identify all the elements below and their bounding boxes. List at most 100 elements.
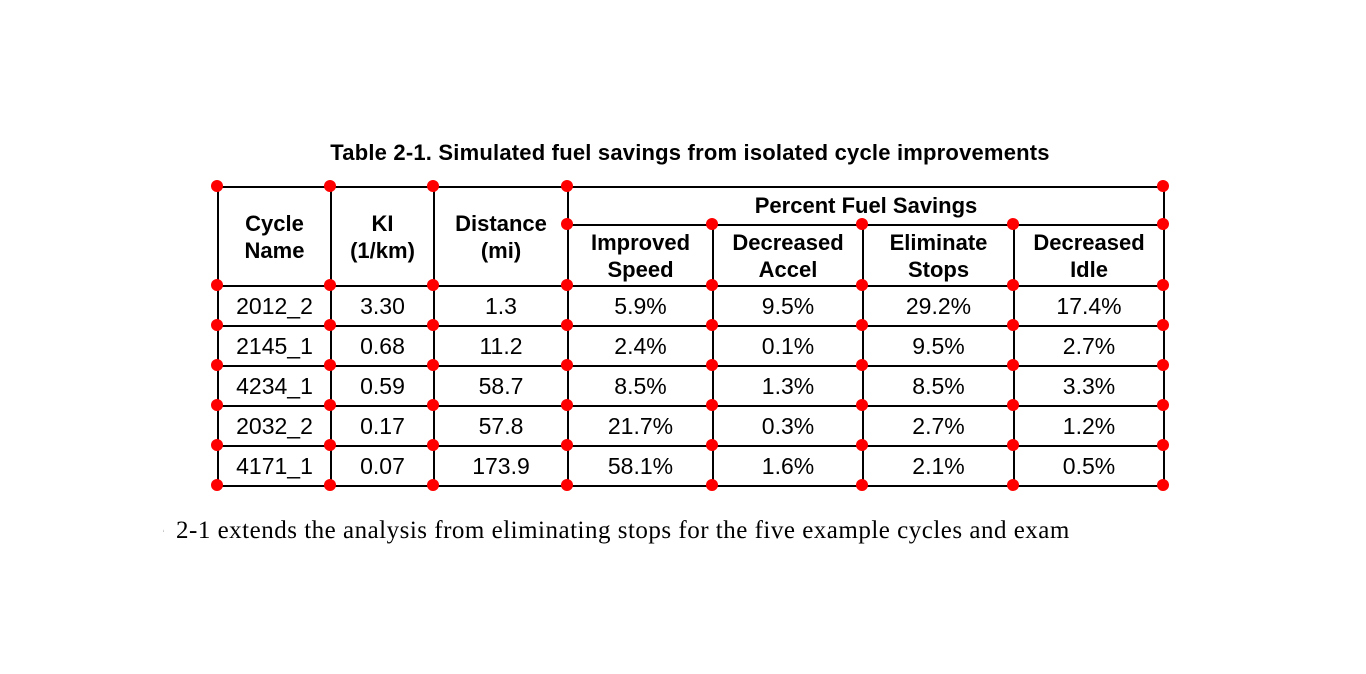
- corner-marker[interactable]: [1007, 439, 1019, 451]
- corner-marker[interactable]: [561, 279, 573, 291]
- body-text-line: e 2-1 extends the analysis from eliminati…: [163, 517, 1070, 545]
- table-row: 4234_1 0.59 58.7 8.5% 1.3% 8.5% 3.3%: [217, 365, 1166, 407]
- corner-marker[interactable]: [561, 399, 573, 411]
- corner-marker[interactable]: [427, 359, 439, 371]
- header-line: (mi): [480, 237, 522, 263]
- corner-marker[interactable]: [1157, 439, 1169, 451]
- corner-marker[interactable]: [1157, 479, 1169, 491]
- corner-marker[interactable]: [324, 279, 336, 291]
- corner-marker[interactable]: [211, 479, 223, 491]
- corner-marker[interactable]: [856, 279, 868, 291]
- corner-marker[interactable]: [856, 439, 868, 451]
- corner-marker[interactable]: [1157, 319, 1169, 331]
- corner-marker[interactable]: [1007, 359, 1019, 371]
- body-text: 2-1 extends the analysis from eliminatin…: [176, 517, 1070, 544]
- corner-marker[interactable]: [706, 319, 718, 331]
- corner-marker[interactable]: [211, 439, 223, 451]
- corner-marker[interactable]: [856, 399, 868, 411]
- corner-marker[interactable]: [211, 180, 223, 192]
- corner-marker[interactable]: [1007, 279, 1019, 291]
- corner-marker[interactable]: [1007, 319, 1019, 331]
- corner-marker[interactable]: [1157, 218, 1169, 230]
- corner-marker[interactable]: [856, 319, 868, 331]
- corner-marker[interactable]: [427, 399, 439, 411]
- cell-decreased-accel: 9.5%: [712, 285, 864, 327]
- corner-marker[interactable]: [324, 180, 336, 192]
- corner-marker[interactable]: [324, 479, 336, 491]
- cell-decreased-idle: 2.7%: [1012, 325, 1166, 367]
- cell-improved-speed: 21.7%: [567, 405, 714, 447]
- corner-marker[interactable]: [561, 479, 573, 491]
- corner-marker[interactable]: [427, 319, 439, 331]
- corner-marker[interactable]: [1007, 479, 1019, 491]
- col-header-ki: KI (1/km): [330, 186, 435, 287]
- cell-improved-speed: 5.9%: [567, 285, 714, 327]
- cell-cycle-name: 2145_1: [217, 325, 332, 367]
- corner-marker[interactable]: [211, 279, 223, 291]
- corner-marker[interactable]: [856, 359, 868, 371]
- clipped-glyph: e: [163, 517, 165, 543]
- cell-decreased-idle: 1.2%: [1012, 405, 1166, 447]
- cell-ki: 0.59: [330, 365, 435, 407]
- cell-cycle-name: 2032_2: [217, 405, 332, 447]
- cell-improved-speed: 2.4%: [567, 325, 714, 367]
- corner-marker[interactable]: [324, 359, 336, 371]
- cell-decreased-idle: 0.5%: [1012, 445, 1166, 487]
- corner-marker[interactable]: [706, 359, 718, 371]
- header-line: Idle: [1070, 256, 1108, 282]
- cell-decreased-idle: 17.4%: [1012, 285, 1166, 327]
- corner-marker[interactable]: [706, 439, 718, 451]
- corner-marker[interactable]: [856, 479, 868, 491]
- header-line: Speed: [607, 256, 674, 282]
- header-line: Improved: [590, 229, 691, 255]
- clipped-text-fragment: e: [163, 517, 168, 543]
- corner-marker[interactable]: [561, 319, 573, 331]
- header-line: Accel: [758, 256, 818, 282]
- corner-marker[interactable]: [706, 479, 718, 491]
- corner-marker[interactable]: [561, 180, 573, 192]
- corner-marker[interactable]: [427, 279, 439, 291]
- corner-marker[interactable]: [706, 218, 718, 230]
- cell-distance: 173.9: [433, 445, 569, 487]
- corner-marker[interactable]: [211, 399, 223, 411]
- corner-marker[interactable]: [1157, 279, 1169, 291]
- cell-ki: 0.17: [330, 405, 435, 447]
- corner-marker[interactable]: [706, 279, 718, 291]
- corner-marker[interactable]: [211, 359, 223, 371]
- sub-header-decreased-accel: Decreased Accel: [712, 224, 864, 287]
- cell-decreased-accel: 0.1%: [712, 325, 864, 367]
- sub-header-decreased-idle: Decreased Idle: [1012, 224, 1166, 287]
- cell-distance: 58.7: [433, 365, 569, 407]
- corner-marker[interactable]: [1157, 180, 1169, 192]
- sub-header-eliminate-stops: Eliminate Stops: [862, 224, 1015, 287]
- corner-marker[interactable]: [427, 479, 439, 491]
- corner-marker[interactable]: [1007, 399, 1019, 411]
- table-row: 2032_2 0.17 57.8 21.7% 0.3% 2.7% 1.2%: [217, 405, 1166, 447]
- table-annotation-layer: Cycle Name KI (1/km) Distance (mi) Perce…: [211, 180, 1169, 491]
- corner-marker[interactable]: [427, 180, 439, 192]
- corner-marker[interactable]: [1007, 218, 1019, 230]
- cell-decreased-accel: 1.3%: [712, 365, 864, 407]
- corner-marker[interactable]: [324, 319, 336, 331]
- header-line: Eliminate: [889, 229, 988, 255]
- cell-decreased-accel: 0.3%: [712, 405, 864, 447]
- header-line: Distance: [455, 210, 547, 236]
- corner-marker[interactable]: [561, 439, 573, 451]
- corner-marker[interactable]: [324, 399, 336, 411]
- corner-marker[interactable]: [706, 399, 718, 411]
- corner-marker[interactable]: [1157, 399, 1169, 411]
- table-row: 2145_1 0.68 11.2 2.4% 0.1% 9.5% 2.7%: [217, 325, 1166, 367]
- fuel-savings-table: Cycle Name KI (1/km) Distance (mi) Perce…: [217, 186, 1166, 487]
- corner-marker[interactable]: [561, 218, 573, 230]
- corner-marker[interactable]: [211, 319, 223, 331]
- table-row: 4171_1 0.07 173.9 58.1% 1.6% 2.1% 0.5%: [217, 445, 1166, 487]
- corner-marker[interactable]: [561, 359, 573, 371]
- cell-eliminate-stops: 9.5%: [862, 325, 1015, 367]
- corner-marker[interactable]: [427, 439, 439, 451]
- cell-distance: 57.8: [433, 405, 569, 447]
- corner-marker[interactable]: [1157, 359, 1169, 371]
- cell-ki: 0.68: [330, 325, 435, 367]
- corner-marker[interactable]: [856, 218, 868, 230]
- corner-marker[interactable]: [324, 439, 336, 451]
